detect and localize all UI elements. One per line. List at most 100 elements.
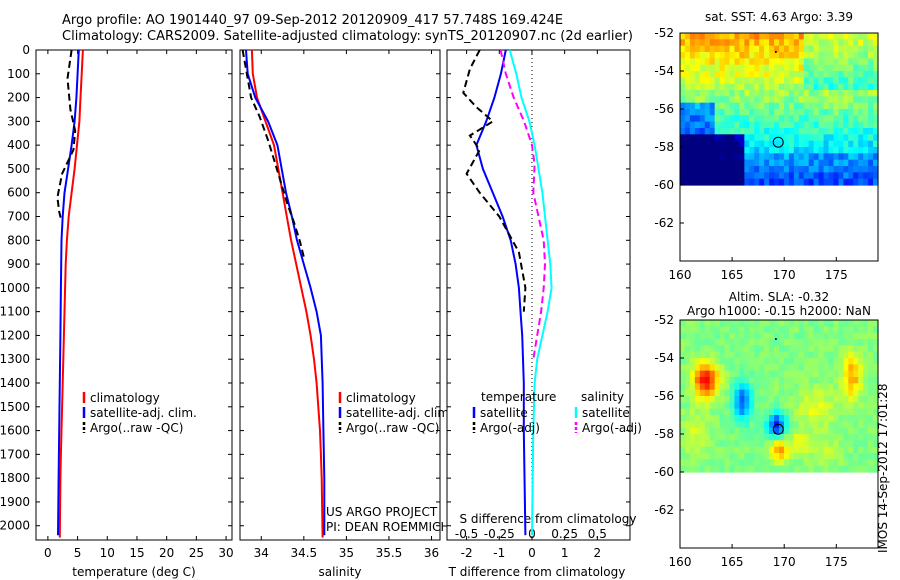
sst-map-cell	[764, 121, 770, 129]
sla-map-cell	[774, 465, 780, 473]
sla-map-cell	[833, 446, 839, 454]
sla-map-cell	[873, 402, 879, 410]
sst-map-cell	[729, 102, 736, 110]
sla-map-cell	[729, 358, 736, 365]
sst-map-cell	[754, 64, 760, 72]
sla-map-cell	[779, 332, 785, 340]
sst-map-cell	[783, 96, 790, 104]
sst-map-cell	[739, 153, 745, 161]
sst-map-cell	[684, 71, 691, 78]
sla-map-cell	[868, 377, 874, 384]
sla-map-cell	[779, 427, 785, 435]
sla-map-cell	[873, 396, 879, 403]
sla-map-cell	[873, 332, 879, 340]
sla-map-cell	[709, 446, 716, 454]
sla-map-cell	[680, 421, 686, 429]
sla-map-cell	[709, 326, 716, 334]
sla-map-cell	[774, 364, 780, 372]
sst-map-cell	[689, 96, 696, 104]
diff-s-label: S difference from climatology	[460, 512, 637, 526]
sla-map-cell	[759, 370, 765, 378]
sst-map-cell	[868, 140, 874, 148]
sst-map-cell	[803, 64, 810, 72]
sla-map-cell	[828, 402, 835, 410]
sst-map-cell	[793, 102, 800, 110]
sla-map-cell	[724, 402, 731, 410]
sla-map-cell	[863, 351, 869, 359]
depth-tick-label: 1900	[0, 495, 30, 509]
sst-map-cell	[838, 140, 844, 148]
depth-tick-label: 500	[7, 162, 30, 176]
sla-map-cell	[739, 465, 745, 473]
sst-map-cell	[868, 83, 874, 91]
sla-map-cell	[833, 389, 839, 397]
sst-map-cell	[843, 153, 849, 161]
sst-map-cell	[684, 115, 691, 123]
sst-map-cell	[694, 166, 701, 173]
sla-map-cell	[803, 332, 810, 340]
sst-map-cell	[749, 128, 755, 135]
diff-xtick-t-label: 0	[528, 546, 536, 560]
sst-map-cell	[873, 166, 879, 173]
sla-map-cell	[719, 364, 726, 372]
sst-map-cell	[863, 90, 869, 97]
sla-map-cell	[714, 427, 721, 435]
sst-map-cell	[823, 147, 830, 154]
temp-legend-argo-label: Argo(..raw -QC)	[90, 421, 183, 435]
sst-map-cell	[828, 83, 835, 91]
sla-map-cell	[873, 415, 879, 422]
sst-map-cell	[709, 159, 716, 167]
sla-map-cell	[689, 320, 696, 327]
sst-map-cell	[788, 39, 795, 47]
sst-map-cell	[783, 58, 790, 66]
sst-map-xtick-label: 160	[669, 268, 692, 282]
sla-map-cell	[793, 434, 800, 441]
sst-map-cell	[793, 115, 800, 123]
sla-map-cell	[769, 402, 775, 410]
sla-map-cell	[749, 358, 755, 365]
sst-map-cell	[848, 96, 854, 104]
sst-map-cell	[868, 172, 874, 180]
sla-map-cell	[783, 364, 790, 372]
sst-map-cell	[848, 178, 854, 186]
sst-map-cell	[783, 134, 790, 142]
sst-map-cell	[739, 134, 745, 142]
sst-map-cell	[744, 71, 750, 78]
sla-map-cell	[704, 377, 711, 384]
sst-map-cell	[689, 52, 696, 59]
sla-map-cell	[858, 415, 864, 422]
sla-map-cell	[808, 358, 815, 365]
sla-map-cell	[689, 345, 696, 353]
sla-map-cell	[724, 427, 731, 435]
sla-map-cell	[783, 358, 790, 365]
sla-map-cell	[838, 427, 844, 435]
sla-map-cell	[808, 389, 815, 397]
sst-map-cell	[714, 58, 721, 66]
sst-map-cell	[769, 121, 775, 129]
sla-map-cell	[729, 364, 736, 372]
sst-map-cell	[769, 128, 775, 135]
sla-map-cell	[843, 389, 849, 397]
sst-map-cell	[823, 77, 830, 85]
sst-map-cell	[793, 166, 800, 173]
sst-map-cell	[813, 121, 820, 129]
sst-map-cell	[818, 172, 825, 180]
sst-map-cell	[788, 115, 795, 123]
sla-map-ytick-label: -62	[654, 503, 674, 517]
sst-map-cell	[838, 83, 844, 91]
sst-map-cell	[769, 64, 775, 72]
sla-map-cell	[719, 351, 726, 359]
sla-map-cell	[853, 415, 859, 422]
sst-map-cell	[843, 172, 849, 180]
sla-map-cell	[793, 339, 800, 346]
sst-map-cell	[813, 115, 820, 123]
sla-map-cell	[774, 402, 780, 410]
sla-map-cell	[759, 326, 765, 334]
sst-map-cell	[689, 39, 696, 47]
sst-map-cell	[769, 134, 775, 142]
sla-map-cell	[788, 396, 795, 403]
sla-map-cell	[749, 351, 755, 359]
sla-map-cell	[729, 415, 736, 422]
sla-map-cell	[823, 351, 830, 359]
sla-map-cell	[793, 383, 800, 391]
